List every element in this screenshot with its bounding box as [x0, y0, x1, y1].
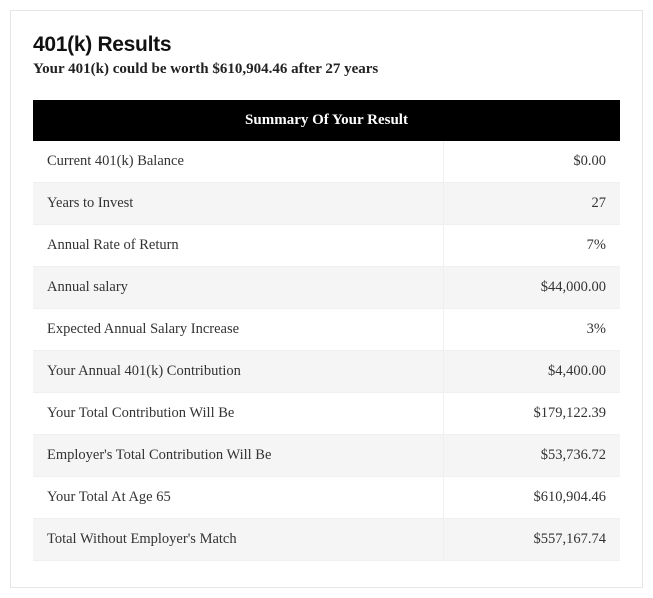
table-row: Annual Rate of Return7% [33, 225, 620, 267]
row-value: 7% [444, 225, 620, 267]
row-label: Your Annual 401(k) Contribution [33, 351, 444, 393]
table-row: Years to Invest27 [33, 183, 620, 225]
row-value: 3% [444, 309, 620, 351]
row-label: Employer's Total Contribution Will Be [33, 435, 444, 477]
table-row: Your Total Contribution Will Be$179,122.… [33, 393, 620, 435]
row-value: $4,400.00 [444, 351, 620, 393]
row-value: $44,000.00 [444, 267, 620, 309]
table-header: Summary Of Your Result [33, 100, 620, 141]
table-row: Annual salary$44,000.00 [33, 267, 620, 309]
row-value: $0.00 [444, 141, 620, 183]
row-label: Years to Invest [33, 183, 444, 225]
results-subtitle: Your 401(k) could be worth $610,904.46 a… [33, 61, 620, 78]
results-card: 401(k) Results Your 401(k) could be wort… [10, 10, 643, 588]
table-row: Your Total At Age 65$610,904.46 [33, 477, 620, 519]
row-value: 27 [444, 183, 620, 225]
row-label: Your Total At Age 65 [33, 477, 444, 519]
table-row: Expected Annual Salary Increase3% [33, 309, 620, 351]
row-label: Current 401(k) Balance [33, 141, 444, 183]
table-row: Employer's Total Contribution Will Be$53… [33, 435, 620, 477]
row-value: $610,904.46 [444, 477, 620, 519]
row-label: Annual salary [33, 267, 444, 309]
results-title: 401(k) Results [33, 33, 620, 57]
table-body: Current 401(k) Balance$0.00Years to Inve… [33, 141, 620, 561]
row-value: $557,167.74 [444, 519, 620, 561]
table-row: Total Without Employer's Match$557,167.7… [33, 519, 620, 561]
row-label: Expected Annual Salary Increase [33, 309, 444, 351]
row-label: Total Without Employer's Match [33, 519, 444, 561]
row-value: $53,736.72 [444, 435, 620, 477]
row-value: $179,122.39 [444, 393, 620, 435]
row-label: Annual Rate of Return [33, 225, 444, 267]
summary-table: Summary Of Your Result Current 401(k) Ba… [33, 100, 620, 561]
table-row: Your Annual 401(k) Contribution$4,400.00 [33, 351, 620, 393]
table-row: Current 401(k) Balance$0.00 [33, 141, 620, 183]
row-label: Your Total Contribution Will Be [33, 393, 444, 435]
